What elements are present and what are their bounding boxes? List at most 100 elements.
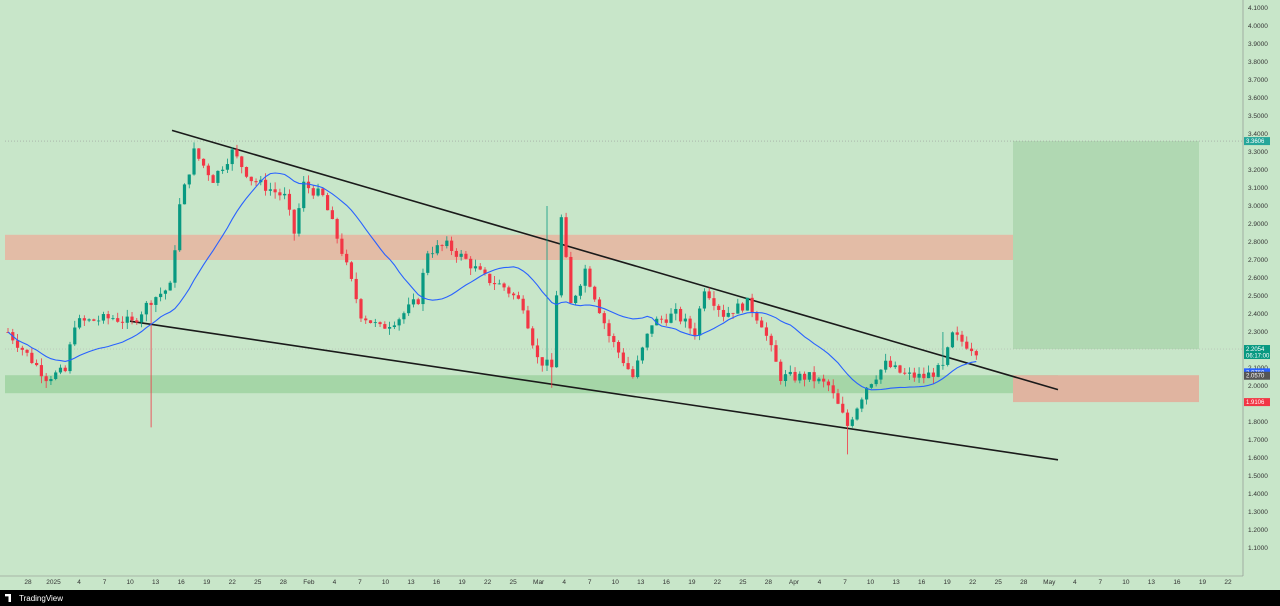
candle	[826, 379, 831, 392]
candle-body	[426, 253, 430, 273]
candle	[855, 407, 859, 421]
candle-body	[912, 372, 916, 378]
candle	[807, 372, 811, 382]
candle	[769, 333, 773, 352]
candle-body	[531, 328, 535, 346]
candle-body	[946, 347, 950, 365]
candle-body	[101, 314, 105, 321]
candle	[302, 176, 306, 212]
candle	[373, 318, 377, 328]
candle-body	[58, 367, 63, 373]
candle-body	[674, 308, 678, 314]
candle	[492, 275, 497, 291]
candle	[969, 342, 974, 356]
price-chart[interactable]: 4.1000 4.0000 3.9000 3.8000 3.7000 3.6000 3.50…	[0, 0, 1280, 590]
x-tick-label: 25	[995, 579, 1003, 586]
candle	[721, 304, 726, 322]
candle	[712, 291, 716, 311]
x-tick-label: 25	[254, 579, 262, 586]
candle-body	[645, 333, 649, 348]
candle	[120, 316, 125, 329]
x-tick-label: 13	[152, 579, 160, 586]
candle	[507, 285, 511, 298]
candle-body	[659, 318, 664, 320]
y-tick-label: 3.1000	[1248, 185, 1268, 192]
candle-body	[783, 374, 788, 381]
candle	[578, 283, 582, 300]
candle-body	[149, 302, 153, 305]
candle	[354, 272, 358, 304]
candle	[774, 340, 778, 362]
y-tick-label: 3.5000	[1248, 113, 1268, 120]
candle-body	[559, 217, 563, 296]
candle	[903, 367, 907, 376]
candle	[750, 293, 754, 318]
candle-body	[884, 360, 888, 370]
x-tick-label: 25	[739, 579, 747, 586]
candle-body	[173, 250, 177, 283]
level-price-tag	[1244, 371, 1270, 380]
candle-body	[206, 165, 210, 176]
candle-body	[163, 290, 168, 294]
candle-body	[698, 308, 702, 336]
candle-body	[445, 240, 449, 247]
candle-body	[755, 312, 759, 321]
candle-body	[793, 371, 797, 381]
x-tick-label: 16	[663, 579, 671, 586]
candle-body	[235, 149, 239, 157]
candle-body	[874, 379, 878, 385]
candle-body	[273, 189, 277, 193]
candle	[473, 259, 478, 272]
x-tick-label: 10	[867, 579, 875, 586]
candle	[292, 209, 296, 241]
candle-body	[855, 408, 859, 420]
x-tick-label: 10	[127, 579, 135, 586]
candle-body	[969, 348, 974, 352]
candle-body	[335, 219, 339, 239]
candle	[650, 325, 654, 337]
candle	[502, 282, 506, 291]
candle	[321, 187, 325, 197]
x-tick-label: 4	[1073, 579, 1077, 586]
candle	[860, 397, 864, 413]
candle	[865, 386, 869, 405]
candle-body	[516, 295, 520, 299]
candle-body	[612, 336, 616, 343]
candle	[922, 367, 926, 384]
candle	[531, 326, 535, 349]
candle	[254, 178, 258, 187]
x-tick-label: Feb	[303, 579, 315, 586]
candle	[802, 371, 807, 387]
y-tick-label: 3.7000	[1248, 77, 1268, 84]
candle	[440, 244, 444, 252]
candle-body	[736, 303, 740, 314]
candle	[330, 206, 334, 220]
footer-bar: TradingView	[0, 590, 1280, 606]
support-zone	[5, 375, 1058, 394]
candle-body	[297, 208, 301, 234]
x-tick-label: 22	[714, 579, 722, 586]
candle-body	[593, 286, 597, 300]
candle-body	[502, 283, 506, 288]
candle-body	[922, 373, 926, 379]
candle	[197, 148, 201, 161]
candle-body	[330, 210, 334, 220]
candle	[664, 313, 668, 326]
candle	[92, 318, 96, 322]
candle	[955, 326, 959, 341]
candle-body	[192, 148, 196, 175]
candle-body	[144, 302, 148, 315]
candle	[388, 321, 392, 335]
candle	[349, 261, 354, 282]
candle-body	[960, 334, 964, 342]
candle-body	[578, 285, 582, 296]
candle	[516, 291, 520, 300]
candle	[116, 312, 120, 323]
candle-body	[650, 325, 654, 334]
candle-body	[631, 369, 635, 378]
candle-body	[283, 193, 287, 196]
candle	[636, 355, 640, 379]
candle	[30, 347, 34, 365]
candle-body	[402, 313, 406, 320]
candle	[879, 369, 883, 384]
